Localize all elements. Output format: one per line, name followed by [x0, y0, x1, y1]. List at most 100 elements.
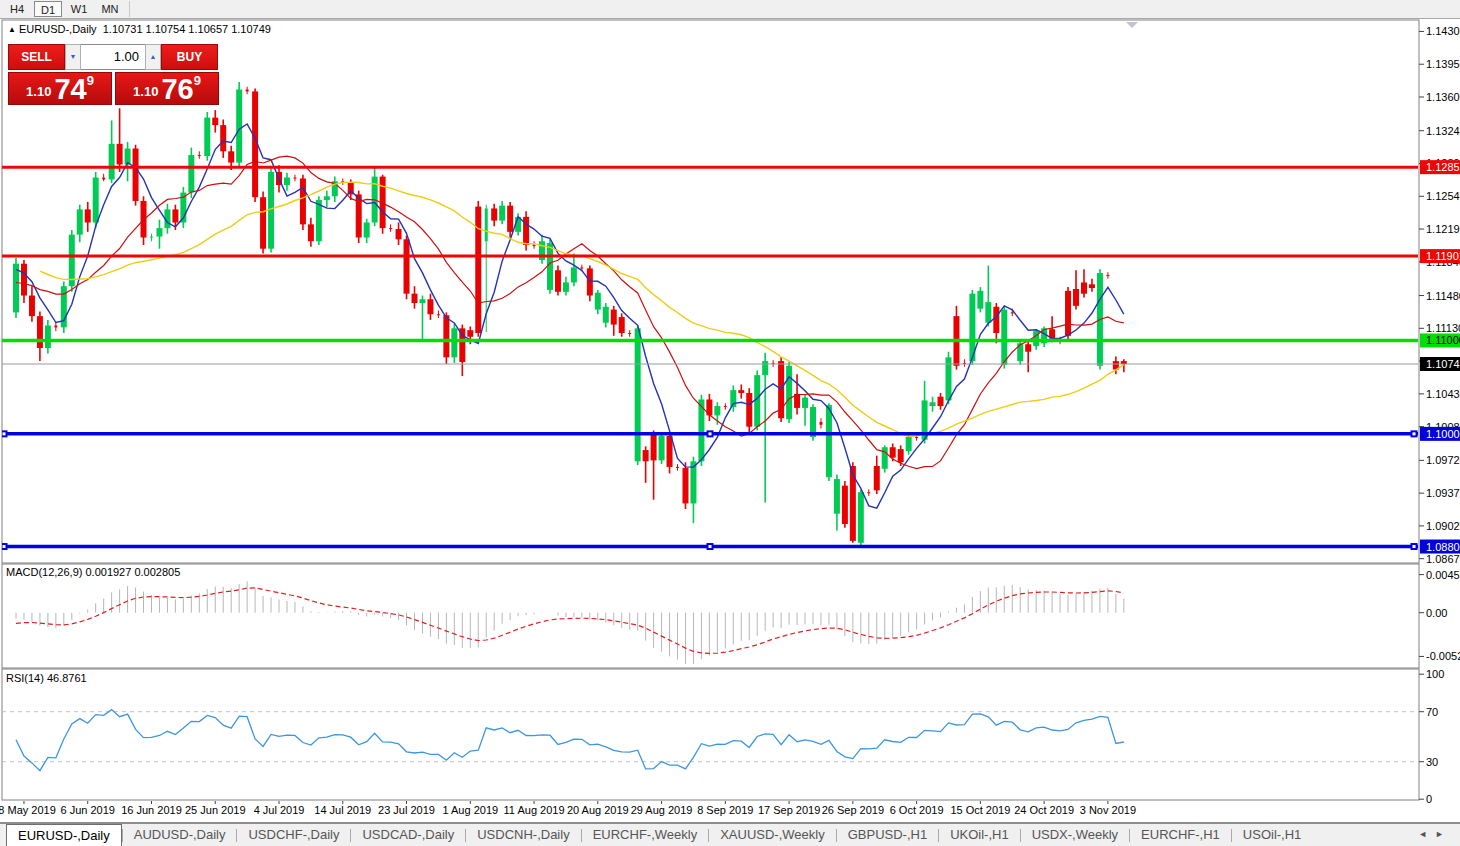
chart-tab-EURUSD-Daily[interactable]: EURUSD-,Daily: [6, 824, 122, 846]
chart-shift-marker-icon: [1126, 22, 1138, 28]
candle-body: [867, 492, 870, 493]
chart-tab-GBPUSD-H1[interactable]: GBPUSD-,H1: [837, 824, 938, 846]
chart-tab-USDX-Weekly[interactable]: USDX-,Weekly: [1021, 824, 1129, 846]
candle-body: [228, 151, 234, 162]
candle-body: [37, 316, 43, 348]
volume-increase-button[interactable]: ▲: [145, 44, 161, 70]
rsi-axis-label: 100: [1426, 668, 1444, 680]
hline-price-box-label: 1.10003: [1426, 428, 1460, 440]
price-axis-label: 1.13950: [1426, 58, 1460, 70]
chart-tab-AUDUSD-Daily[interactable]: AUDUSD-,Daily: [123, 824, 237, 846]
collapse-arrow-icon[interactable]: ▲: [8, 25, 16, 34]
chart-tab-USDCAD-Daily[interactable]: USDCAD-,Daily: [351, 824, 465, 846]
candle-body: [364, 222, 370, 237]
candle-body: [29, 296, 35, 317]
hline-handle-dot: [709, 545, 712, 548]
timeframe-button-D1[interactable]: D1: [34, 1, 62, 17]
candle-body: [93, 178, 99, 223]
macd-signal-line: [16, 588, 1124, 654]
price-axis-label: 1.13240: [1426, 125, 1460, 137]
candle-body: [676, 467, 679, 468]
candle-body: [198, 155, 201, 156]
candle-body: [580, 267, 583, 268]
timeframe-button-H4[interactable]: H4: [3, 1, 31, 17]
date-axis-label: 4 Jul 2019: [254, 804, 305, 816]
price-axis-label: 1.09370: [1426, 487, 1460, 499]
date-axis-label: 14 Jul 2019: [314, 804, 371, 816]
hline-handle-dot: [1413, 432, 1416, 435]
date-axis-label: 6 Oct 2019: [890, 804, 944, 816]
date-axis-label: 15 Oct 2019: [950, 804, 1010, 816]
price-axis-label: 1.13600: [1426, 91, 1460, 103]
candle-body: [150, 237, 153, 238]
timeframe-toolbar: H4D1W1MN: [0, 0, 1460, 19]
candle-body: [802, 398, 808, 408]
candle-body: [389, 228, 392, 229]
candle-body: [547, 243, 553, 290]
candle-body: [890, 447, 896, 457]
candle-body: [724, 406, 727, 407]
chart-tab-UKOil-H1[interactable]: UKOil-,H1: [939, 824, 1020, 846]
macd-axis-label: 0.00: [1426, 607, 1447, 619]
volume-input[interactable]: 1.00: [81, 44, 145, 70]
rsi-indicator-label: RSI(14) 46.8761: [6, 672, 87, 684]
candle-body: [985, 302, 991, 323]
date-axis-label: 1 Aug 2019: [442, 804, 498, 816]
date-axis-label: 11 Aug 2019: [504, 804, 565, 816]
date-axis-label: 20 Aug 2019: [567, 804, 629, 816]
chart-tab-EURCHF-Weekly[interactable]: EURCHF-,Weekly: [582, 824, 709, 846]
candle-body: [156, 228, 162, 236]
candle-body: [54, 326, 57, 328]
candle-body: [1073, 289, 1079, 306]
candle-body: [619, 317, 625, 333]
candle-body: [898, 449, 904, 462]
chart-tab-USDCNH-Daily[interactable]: USDCNH-,Daily: [466, 824, 580, 846]
price-axis-label: 1.09020: [1426, 520, 1460, 532]
candle-body: [906, 437, 912, 451]
volume-decrease-button[interactable]: ▼: [65, 44, 81, 70]
hline-price-box-label: 1.12851: [1426, 161, 1460, 173]
date-axis-label: 3 Nov 2019: [1080, 804, 1136, 816]
candle-body: [874, 466, 880, 490]
macd-axis-label: -0.005205: [1426, 650, 1460, 662]
timeframe-button-MN[interactable]: MN: [96, 1, 124, 17]
tab-scroll-arrows[interactable]: ◄►: [1418, 829, 1452, 839]
price-axis-label: 1.14300: [1426, 25, 1460, 37]
price-axis-label: 1.11480: [1426, 290, 1460, 302]
chart-tab-USOil-H1[interactable]: USOil-,H1: [1232, 824, 1313, 846]
candle-body: [284, 178, 290, 185]
price-axis-label: 1.12190: [1426, 223, 1460, 235]
hline-handle-dot: [3, 545, 6, 548]
timeframe-button-W1[interactable]: W1: [65, 1, 93, 17]
symbol-ohlc-line: ▲ EURUSD-,Daily 1.10731 1.10754 1.10657 …: [8, 23, 271, 35]
candle-body: [396, 229, 402, 239]
candle-body: [21, 264, 27, 296]
candle-body: [491, 208, 497, 220]
candle-body: [762, 361, 768, 375]
date-axis-label: 25 Jun 2019: [185, 804, 246, 816]
candle-body: [117, 144, 123, 165]
sell-button[interactable]: SELL: [8, 44, 65, 70]
buy-button[interactable]: BUY: [161, 44, 218, 70]
sell-price-display[interactable]: 1.10 74 9: [8, 72, 112, 105]
buy-price-display[interactable]: 1.10 76 9: [115, 72, 219, 105]
candle-body: [324, 196, 330, 200]
candle-body: [858, 492, 864, 543]
candle-body: [45, 326, 51, 348]
tab-scroll-right-icon: ►: [1435, 829, 1452, 839]
candle-body: [172, 209, 178, 222]
one-click-trading-panel: SELL ▼ 1.00 ▲ BUY 1.10 74 9 1.10 76 9: [8, 44, 224, 105]
candle-body: [915, 437, 918, 438]
candle-body: [819, 422, 822, 425]
candle-body: [555, 270, 561, 292]
date-axis-label: 24 Oct 2019: [1014, 804, 1074, 816]
candle-body: [109, 144, 115, 180]
candle-body: [212, 118, 218, 125]
candle-body: [427, 299, 433, 314]
candle-body: [523, 217, 529, 245]
chart-tab-EURCHF-H1[interactable]: EURCHF-,H1: [1130, 824, 1231, 846]
chart-tab-XAUUSD-Weekly[interactable]: XAUUSD-,Weekly: [709, 824, 836, 846]
candle-body: [1106, 275, 1109, 276]
price-axis-label: 1.09720: [1426, 454, 1460, 466]
chart-tab-USDCHF-Daily[interactable]: USDCHF-,Daily: [237, 824, 350, 846]
